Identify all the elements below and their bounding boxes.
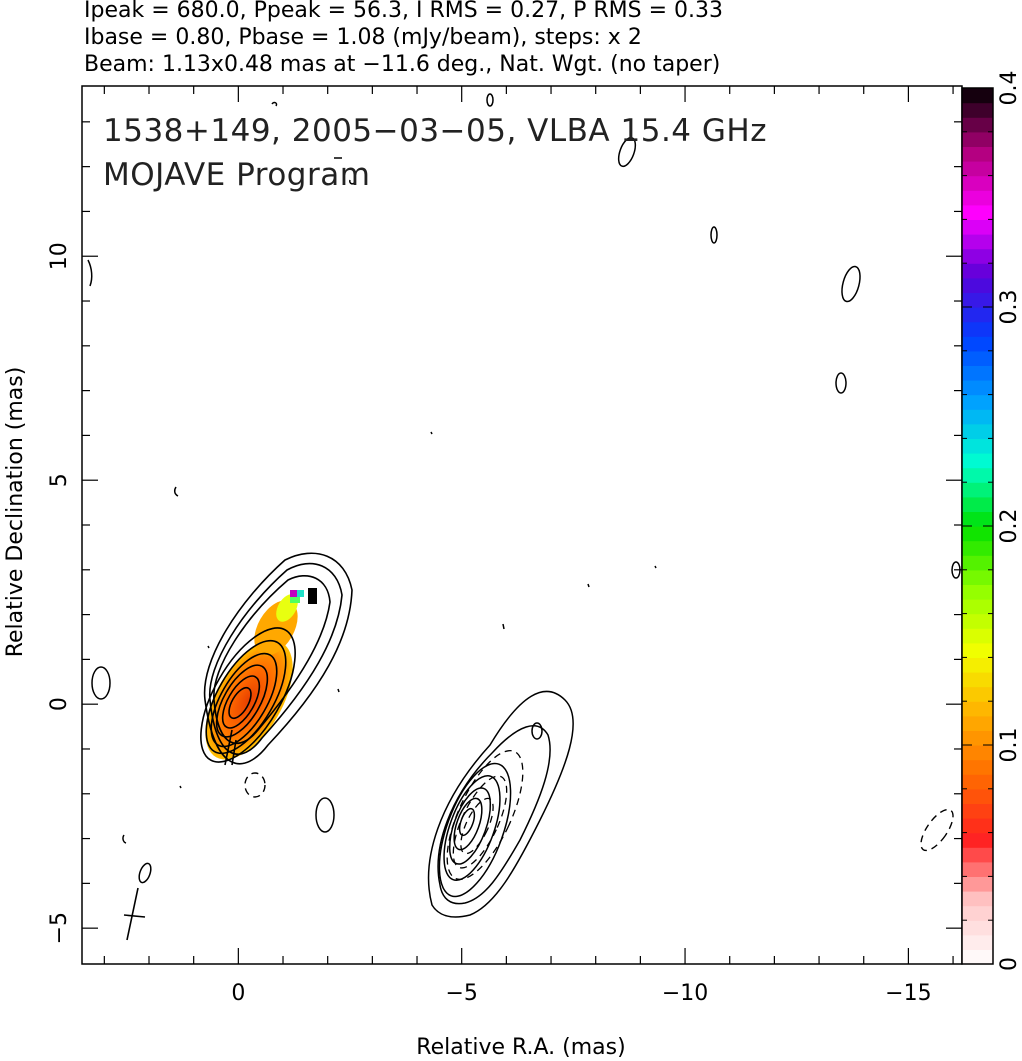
- colorbar-cell: [962, 818, 993, 834]
- colorbar-cell: [962, 423, 993, 439]
- colorbar-cell: [962, 934, 993, 950]
- colorbar-cell: [962, 438, 993, 454]
- y-axis-title: Relative Declination (mas): [3, 367, 28, 658]
- colorbar-cell: [962, 555, 993, 571]
- colorbar-cell: [962, 891, 993, 907]
- y-tick-label: 5: [47, 473, 72, 487]
- colorbar-cell: [962, 219, 993, 235]
- colorbar-cell: [962, 861, 993, 877]
- colorbar-cell: [962, 394, 993, 410]
- colorbar-cell: [962, 832, 993, 848]
- y-tick-label: −5: [47, 912, 72, 944]
- colorbar-cell: [962, 920, 993, 936]
- y-tick-label: 0: [47, 697, 72, 711]
- colorbar-cell: [962, 453, 993, 469]
- colorbar-cell: [962, 467, 993, 483]
- colorbar: 0 0.1 0.2 0.3 0.4: [961, 71, 1022, 971]
- colorbar-cell: [962, 905, 993, 921]
- colorbar-cell: [962, 234, 993, 250]
- jet-polarization-contours: [446, 749, 524, 881]
- colorbar-cell: [962, 569, 993, 585]
- x-tick-label: −15: [885, 981, 931, 1006]
- colorbar-cell: [962, 657, 993, 673]
- colorbar-cell: [962, 146, 993, 162]
- colorbar-cell: [962, 248, 993, 264]
- colorbar-cell: [962, 190, 993, 206]
- colorbar-cell: [962, 511, 993, 527]
- colorbar-cell: [962, 599, 993, 615]
- colorbar-cell: [962, 117, 993, 133]
- colorbar-cell: [962, 102, 993, 118]
- colorbar-cell: [962, 496, 993, 512]
- core-contours: [200, 552, 353, 766]
- colorbar-cell: [962, 88, 993, 104]
- colorbar-cell: [962, 161, 993, 177]
- colorbar-cell: [962, 788, 993, 804]
- colorbar-cell: [962, 730, 993, 746]
- colorbar-tick-label: 0.2: [997, 509, 1022, 544]
- plot-title: 1538+149, 2005−03−05, VLBA 15.4 GHz: [103, 113, 767, 149]
- header-peak-line: Ipeak = 680.0, Ppeak = 56.3, I RMS = 0.2…: [84, 0, 723, 23]
- colorbar-cell: [962, 774, 993, 790]
- colorbar-cell: [962, 277, 993, 293]
- colorbar-cell: [962, 131, 993, 147]
- header-base-line: Ibase = 0.80, Pbase = 1.08 (mJy/beam), s…: [84, 25, 642, 50]
- colorbar-tick-label: 0.4: [997, 71, 1022, 106]
- x-axis-title: Relative R.A. (mas): [416, 1035, 625, 1060]
- colorbar-tick-label: 0.1: [997, 728, 1022, 763]
- colorbar-cell: [962, 350, 993, 366]
- colorbar-cell: [962, 715, 993, 731]
- y-tick-label: 10: [47, 242, 72, 270]
- header-beam-line: Beam: 1.13x0.48 mas at −11.6 deg., Nat. …: [84, 52, 721, 77]
- colorbar-cell: [962, 204, 993, 220]
- colorbar-cell: [962, 482, 993, 498]
- colorbar-tick-label: 0: [997, 957, 1022, 971]
- plot-subtitle: MOJAVE Program: [103, 157, 370, 193]
- colorbar-cell: [962, 380, 993, 396]
- colorbar-cell: [962, 292, 993, 308]
- colorbar-cell: [962, 526, 993, 542]
- colorbar-cell: [962, 745, 993, 761]
- x-tick-label: −5: [445, 981, 477, 1006]
- colorbar-cell: [962, 701, 993, 717]
- colorbar-cell: [962, 613, 993, 629]
- colorbar-cell: [962, 409, 993, 425]
- colorbar-cell: [962, 584, 993, 600]
- jet-contours: [427, 690, 574, 918]
- colorbar-cell: [962, 321, 993, 337]
- colorbar-cell: [962, 876, 993, 892]
- colorbar-cell: [962, 336, 993, 352]
- colorbar-cell: [962, 540, 993, 556]
- plot-axes: 0 −5 −10 −15 −5 0 5 10: [47, 85, 963, 1006]
- colorbar-cell: [962, 949, 993, 965]
- colorbar-cell: [962, 642, 993, 658]
- colorbar-cell: [962, 263, 993, 279]
- x-tick-label: 0: [231, 981, 245, 1006]
- colorbar-cell: [962, 847, 993, 863]
- colorbar-cell: [962, 628, 993, 644]
- colorbar-cell: [962, 686, 993, 702]
- colorbar-cell: [962, 803, 993, 819]
- colorbar-cell: [962, 307, 993, 323]
- colorbar-tick-label: 0.3: [997, 290, 1022, 325]
- colorbar-cell: [962, 759, 993, 775]
- beam-marker: [123, 887, 146, 941]
- colorbar-cell: [962, 365, 993, 381]
- map-data-layer: [87, 93, 961, 941]
- plot-frame: [81, 85, 963, 965]
- noise-neg-contours: [244, 772, 954, 852]
- x-tick-label: −10: [662, 981, 708, 1006]
- noise-contours: [87, 93, 961, 884]
- colorbar-cell: [962, 175, 993, 191]
- colorbar-cell: [962, 672, 993, 688]
